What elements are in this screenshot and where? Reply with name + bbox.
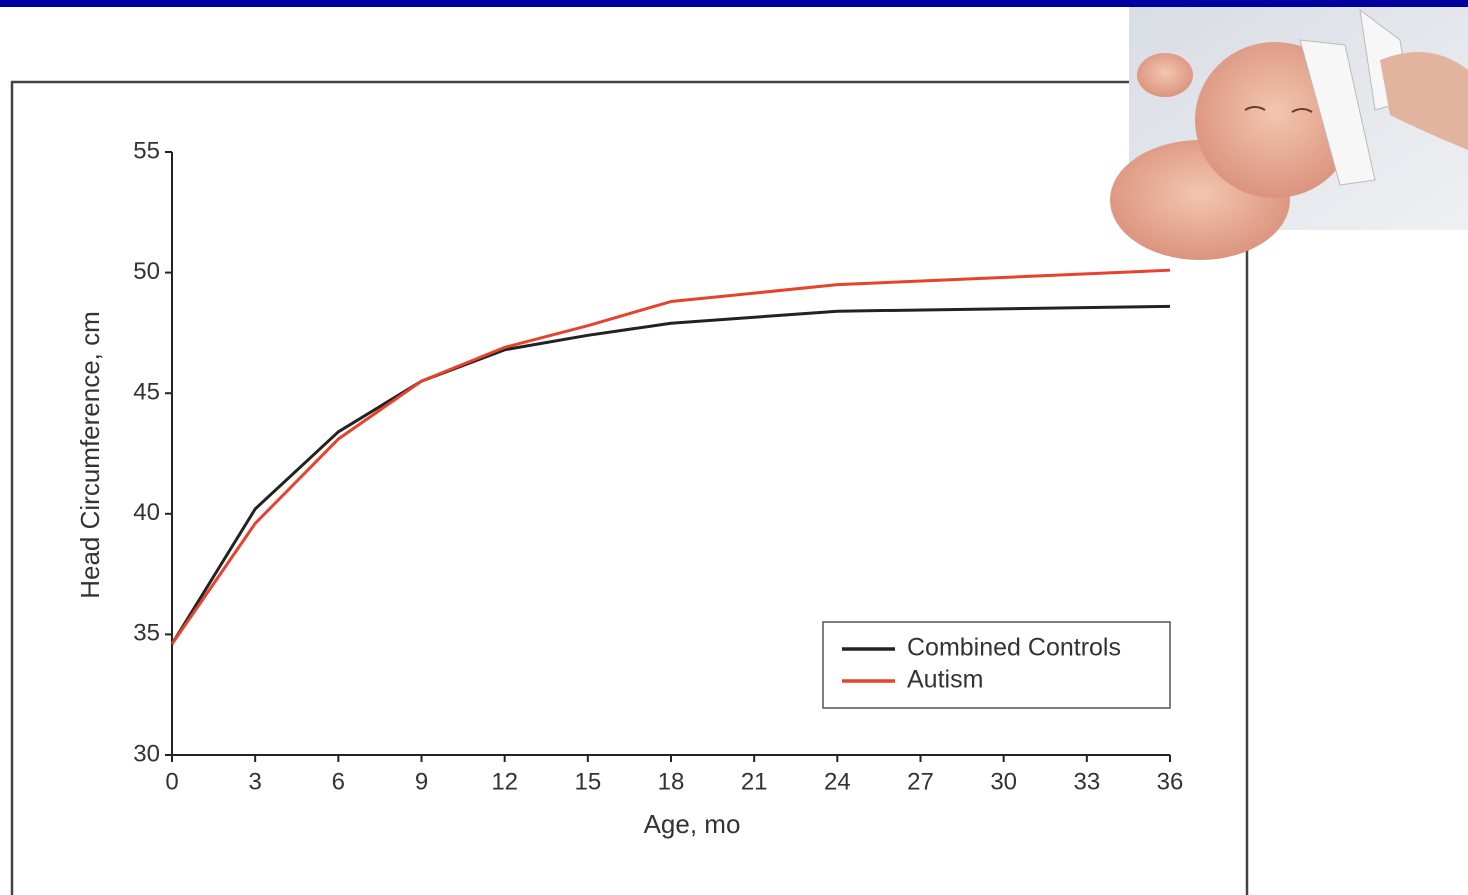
y-tick-label: 30 — [133, 740, 160, 767]
x-tick-label: 3 — [248, 768, 261, 795]
photo — [1110, 7, 1468, 260]
y-tick-label: 35 — [133, 620, 160, 647]
x-tick-label: 15 — [574, 768, 601, 795]
x-tick-label: 0 — [165, 768, 178, 795]
legend-label: Autism — [907, 666, 983, 694]
y-tick-label: 50 — [133, 258, 160, 285]
x-tick-label: 9 — [415, 768, 428, 795]
x-tick-label: 36 — [1157, 768, 1184, 795]
y-axis-title: Head Circumference, cm — [75, 311, 105, 599]
x-axis-title: Age, mo — [644, 809, 741, 839]
x-tick-label: 30 — [990, 768, 1017, 795]
chart-frame — [12, 82, 1247, 895]
x-tick-label: 27 — [907, 768, 934, 795]
slide: Age, mo Head Circumference, cm 303540455… — [0, 0, 1468, 895]
x-tick-label: 18 — [658, 768, 685, 795]
x-tick-label: 21 — [741, 768, 768, 795]
header-bar — [0, 0, 1468, 7]
x-tick-label: 24 — [824, 768, 851, 795]
y-tick-label: 40 — [133, 499, 160, 526]
x-tick-label: 33 — [1073, 768, 1100, 795]
x-tick-label: 12 — [491, 768, 518, 795]
x-tick-label: 6 — [332, 768, 345, 795]
y-tick-label: 45 — [133, 379, 160, 406]
page: {"chart_data": { "type": "line", "x_labe… — [0, 0, 1468, 895]
y-tick-label: 55 — [133, 137, 160, 164]
legend-label: Combined Controls — [907, 634, 1121, 662]
